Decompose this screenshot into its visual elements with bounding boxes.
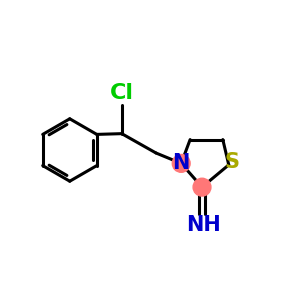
Text: NH: NH [186,215,221,236]
Circle shape [172,154,190,172]
Text: Cl: Cl [110,83,134,103]
Text: N: N [172,153,190,173]
Text: S: S [225,152,240,172]
Circle shape [193,178,211,196]
